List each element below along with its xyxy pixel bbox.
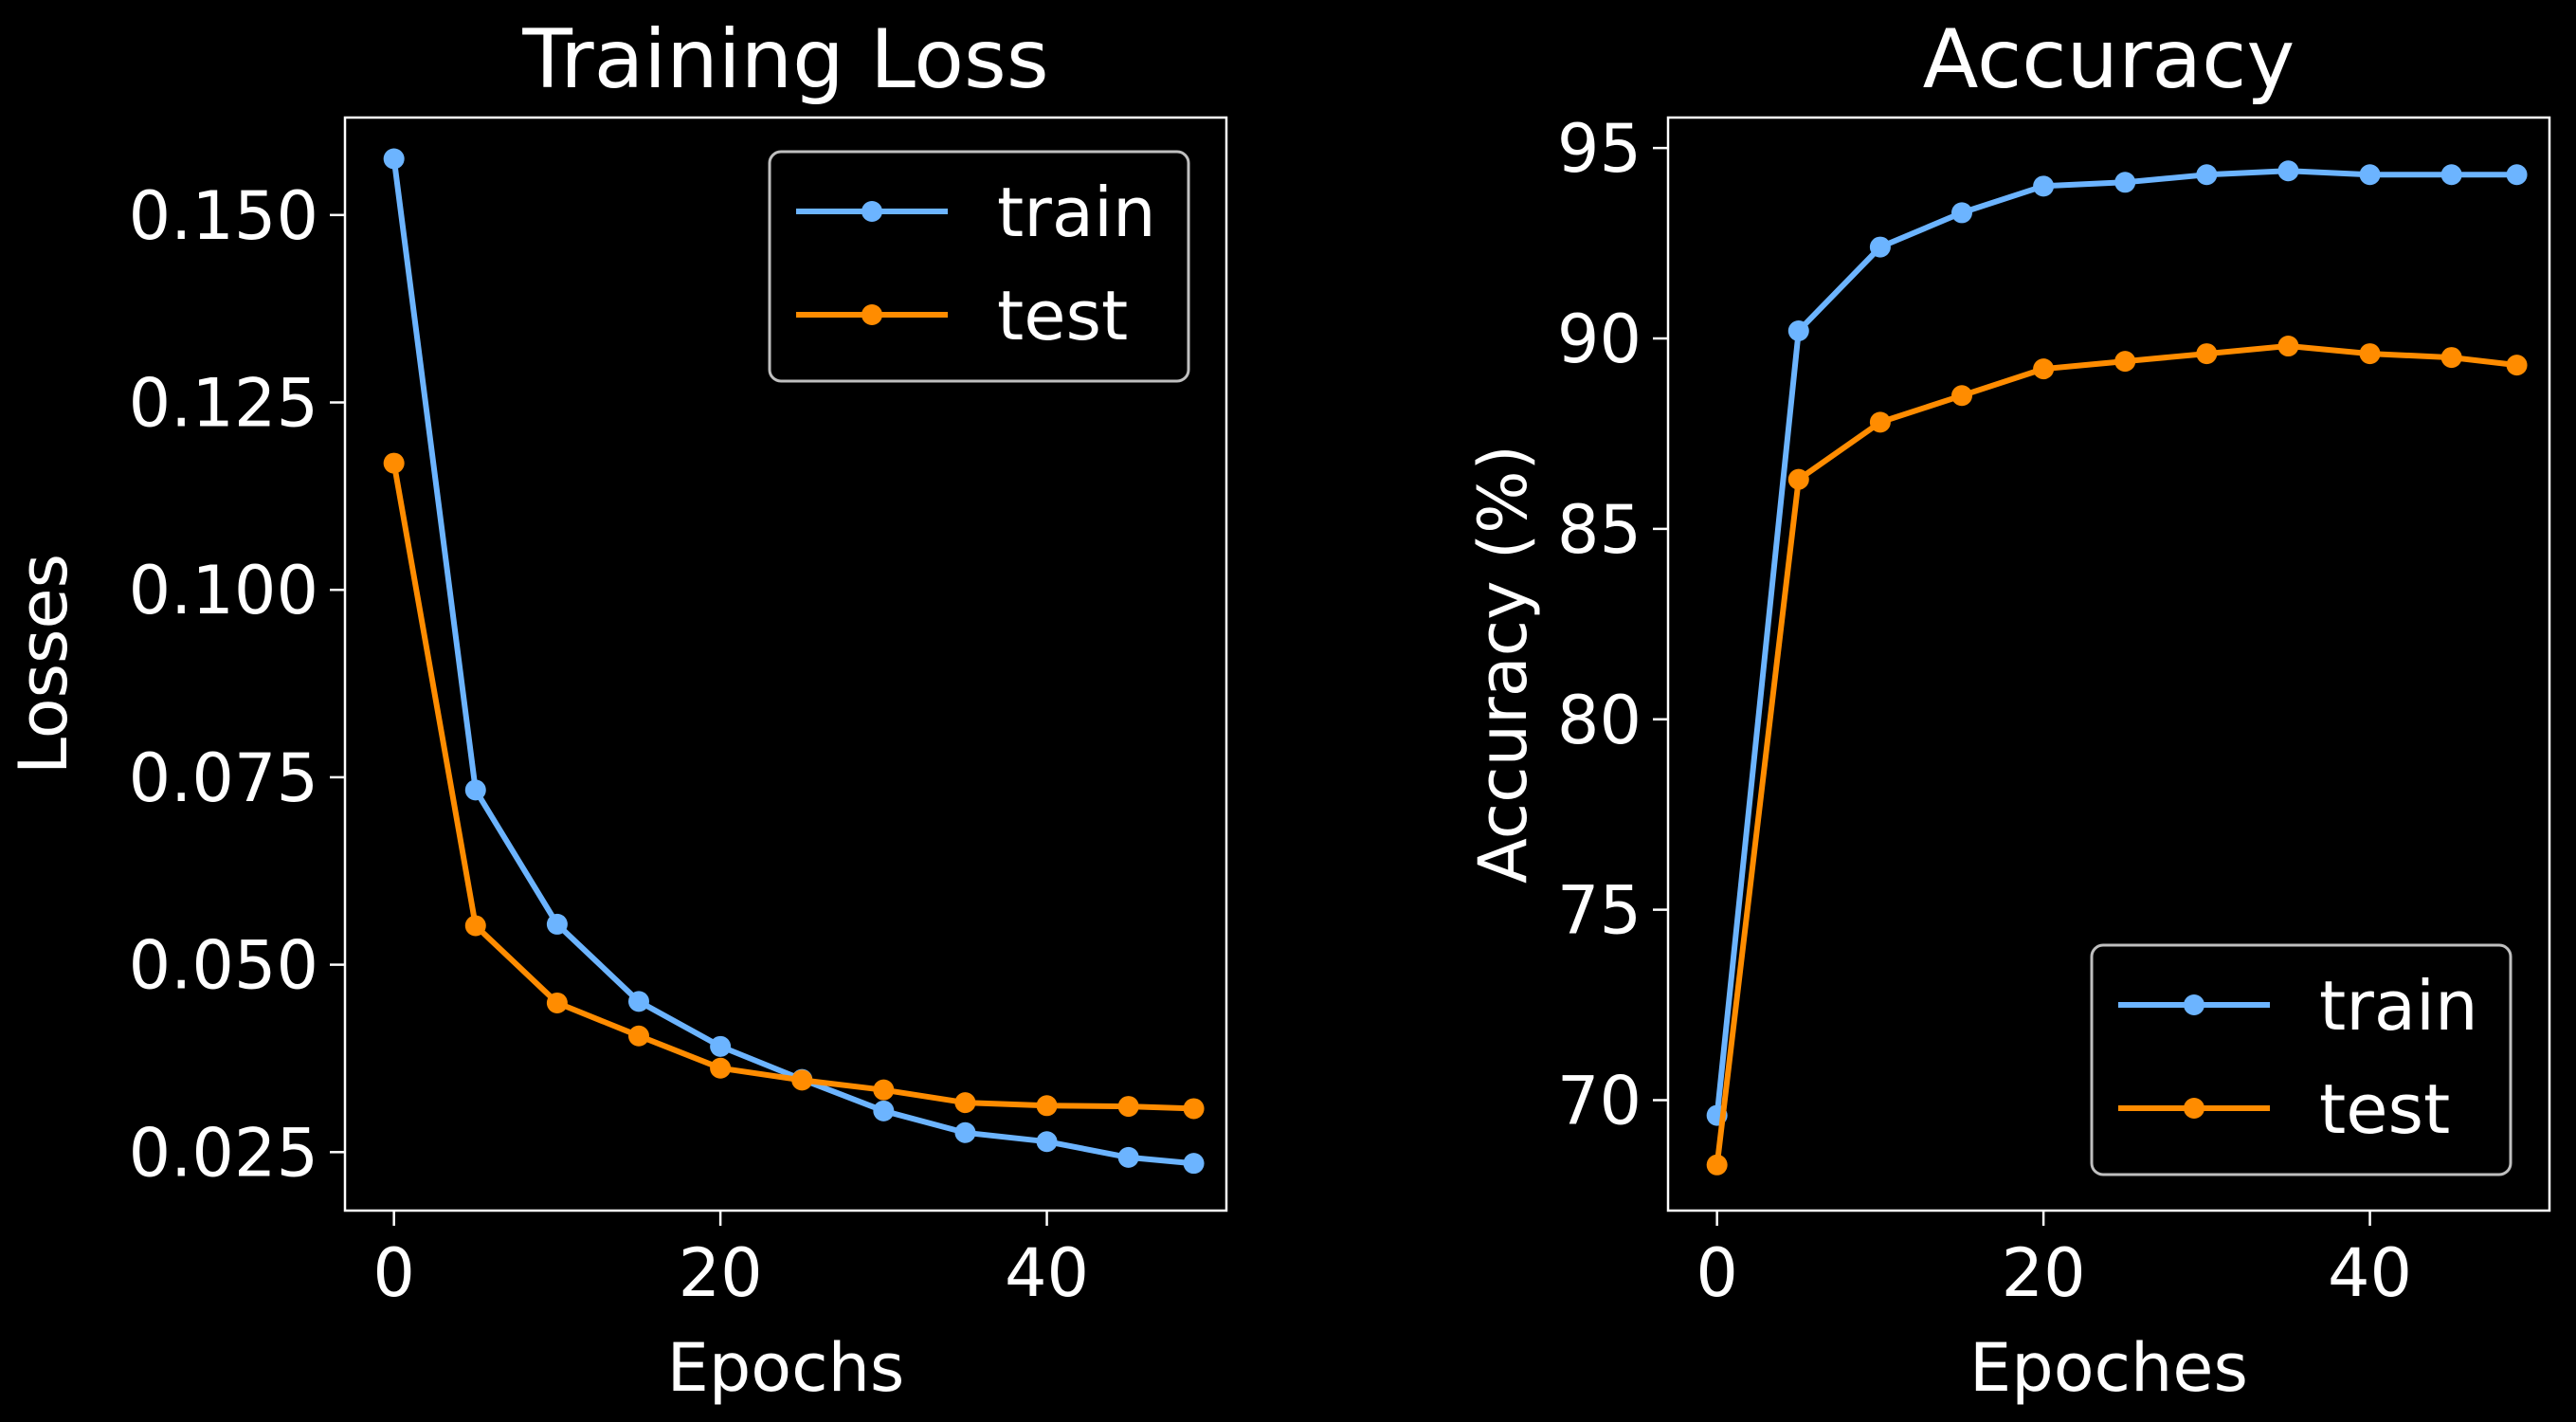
legend-swatch-marker	[862, 201, 882, 222]
legend-swatch-marker	[862, 304, 882, 325]
y-tick-label: 75	[1557, 872, 1642, 950]
y-tick-label: 95	[1557, 110, 1642, 188]
y-tick-label: 0.150	[129, 177, 318, 255]
y-tick-label: 0.050	[129, 927, 318, 1005]
data-point-test	[628, 1025, 649, 1047]
data-point-test	[1117, 1096, 1139, 1118]
data-point-train	[954, 1121, 976, 1143]
y-axis-label: Accuracy (%)	[1464, 445, 1542, 884]
x-tick-label: 0	[372, 1234, 415, 1312]
series-test	[1706, 336, 2528, 1176]
data-point-train	[2506, 164, 2528, 186]
data-point-test	[2506, 355, 2528, 376]
data-point-test	[2359, 343, 2381, 365]
y-tick-label: 80	[1557, 682, 1642, 759]
data-point-train	[1787, 319, 1809, 341]
legend-swatch-marker	[2184, 994, 2204, 1015]
chart-panel-2: Accuracy 0 20 40 70 75 80 85 90 95 Epoches Accuracy…	[1464, 12, 2551, 1407]
data-point-test	[383, 452, 405, 474]
legend-swatch-marker	[2184, 1098, 2204, 1119]
series-test	[383, 452, 1205, 1120]
legend: train test	[2090, 943, 2513, 1176]
data-point-train	[628, 991, 649, 1012]
data-point-test	[546, 992, 568, 1013]
data-point-test	[2440, 347, 2462, 369]
data-point-train	[546, 913, 568, 935]
y-tick-label: 0.100	[129, 552, 318, 629]
data-point-test	[954, 1092, 976, 1114]
data-point-test	[464, 915, 486, 937]
data-point-train	[2277, 160, 2299, 182]
plot-frame	[1666, 116, 2551, 1212]
data-point-test	[873, 1079, 895, 1101]
data-point-train	[1117, 1146, 1139, 1168]
x-axis-label: Epoches	[1969, 1329, 2248, 1407]
x-tick-label: 40	[2328, 1234, 2412, 1312]
data-point-test	[1787, 468, 1809, 490]
x-tick-label: 40	[1005, 1234, 1089, 1312]
x-axis-label: Epochs	[667, 1329, 905, 1407]
y-tick-label: 0.075	[129, 739, 318, 817]
data-point-train	[2114, 172, 2136, 193]
data-point-train	[383, 148, 405, 170]
data-point-train	[2196, 164, 2218, 186]
data-point-train	[873, 1100, 895, 1121]
data-point-test	[1951, 385, 1972, 407]
data-point-train	[464, 779, 486, 801]
data-point-test	[2277, 336, 2299, 357]
data-point-train	[2033, 175, 2055, 197]
data-point-test	[710, 1057, 732, 1079]
data-point-train	[2359, 164, 2381, 186]
data-point-test	[1706, 1154, 1728, 1176]
legend-label-test: test	[2319, 1069, 2450, 1149]
data-point-train	[1036, 1131, 1058, 1153]
y-tick-label: 0.025	[129, 1114, 318, 1192]
legend-label-train: train	[997, 173, 1156, 252]
y-axis-label: Losses	[5, 554, 82, 775]
data-point-test	[2114, 351, 2136, 373]
data-point-test	[2033, 358, 2055, 380]
x-tick-label: 20	[2002, 1234, 2086, 1312]
legend-label-train: train	[2319, 966, 2478, 1046]
chart-title: Accuracy	[1923, 12, 2295, 107]
chart-panel-1: Training Loss 0 20 40 0.025 0.050 0.075 0.100 0.…	[5, 12, 1228, 1407]
series-line-test	[390, 463, 1194, 1112]
data-point-test	[1036, 1095, 1058, 1117]
data-point-test	[2196, 343, 2218, 365]
legend-label-test: test	[997, 276, 1128, 356]
plot-frame	[343, 116, 1228, 1212]
data-point-train	[1869, 236, 1891, 258]
y-tick-label: 85	[1557, 491, 1642, 569]
data-point-test	[1183, 1098, 1205, 1120]
data-point-test	[1869, 411, 1891, 433]
x-tick-label: 0	[1696, 1234, 1738, 1312]
x-tick-label: 20	[679, 1234, 763, 1312]
chart-title: Training Loss	[521, 12, 1048, 107]
data-point-train	[1183, 1153, 1205, 1175]
legend: train test	[768, 150, 1190, 383]
data-point-train	[1951, 202, 1972, 224]
y-tick-label: 90	[1557, 301, 1642, 378]
y-tick-label: 0.125	[129, 365, 318, 443]
data-point-train	[710, 1035, 732, 1057]
y-tick-label: 70	[1557, 1062, 1642, 1139]
data-point-train	[2440, 164, 2462, 186]
data-point-test	[791, 1069, 813, 1091]
